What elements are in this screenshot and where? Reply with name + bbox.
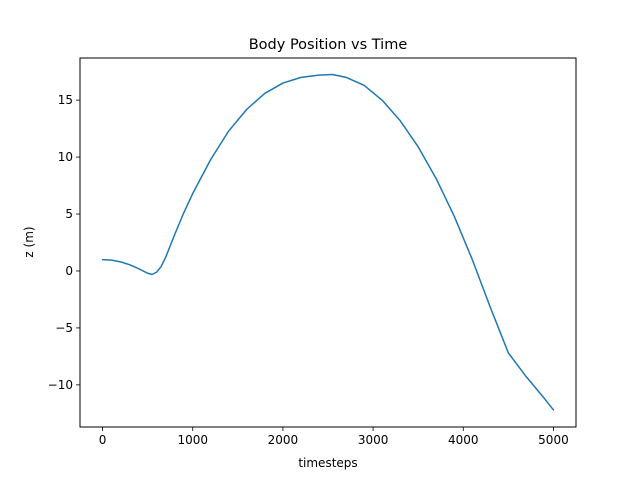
y-tick-label: 15 xyxy=(58,93,73,107)
x-tick-label: 3000 xyxy=(358,433,389,447)
y-tick-label: −5 xyxy=(55,321,73,335)
y-tick-label: 0 xyxy=(65,264,73,278)
y-tick-label: 5 xyxy=(65,207,73,221)
chart-title: Body Position vs Time xyxy=(249,37,408,53)
y-tick-label: −10 xyxy=(48,378,73,392)
y-tick-label: 10 xyxy=(58,150,73,164)
series-line-0 xyxy=(101,73,555,411)
x-axis-label: timesteps xyxy=(298,456,357,470)
x-tick-label: 1000 xyxy=(177,433,208,447)
plot-frame xyxy=(79,57,577,428)
x-axis: 0 1000 2000 3000 4000 5000 xyxy=(99,427,569,447)
y-axis: −10 −5 0 5 10 15 xyxy=(48,93,80,392)
x-tick-label: 5000 xyxy=(538,433,569,447)
y-axis-label: z (m) xyxy=(22,226,36,257)
x-tick-label: 0 xyxy=(99,433,107,447)
x-tick-label: 4000 xyxy=(448,433,479,447)
series-group xyxy=(101,73,555,411)
x-tick-label: 2000 xyxy=(268,433,299,447)
